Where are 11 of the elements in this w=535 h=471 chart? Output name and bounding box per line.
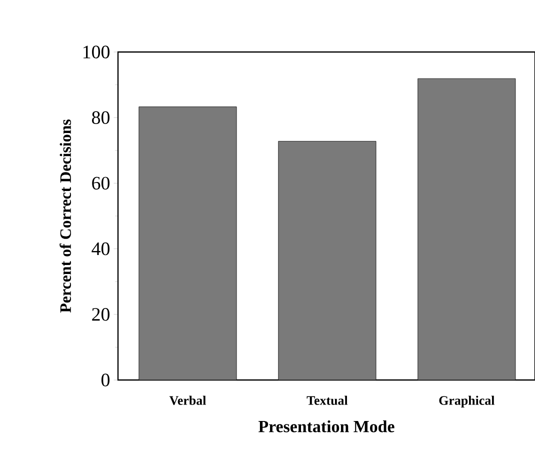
x-axis-title: Presentation Mode — [258, 420, 394, 432]
x-tick-label: Graphical — [439, 396, 495, 408]
x-tick-label: Verbal — [169, 396, 206, 405]
x-tick-label: Textual — [306, 396, 348, 405]
y-tick-label: 60 — [92, 176, 110, 190]
y-tick-label: 40 — [92, 242, 110, 256]
y-tick-label: 100 — [83, 46, 110, 58]
y-axis-title: Percent of Correct Decisions — [60, 120, 71, 313]
y-tick-label: 20 — [92, 308, 110, 321]
y-tick-label: 0 — [101, 374, 110, 386]
y-tick-label: 80 — [92, 111, 110, 124]
